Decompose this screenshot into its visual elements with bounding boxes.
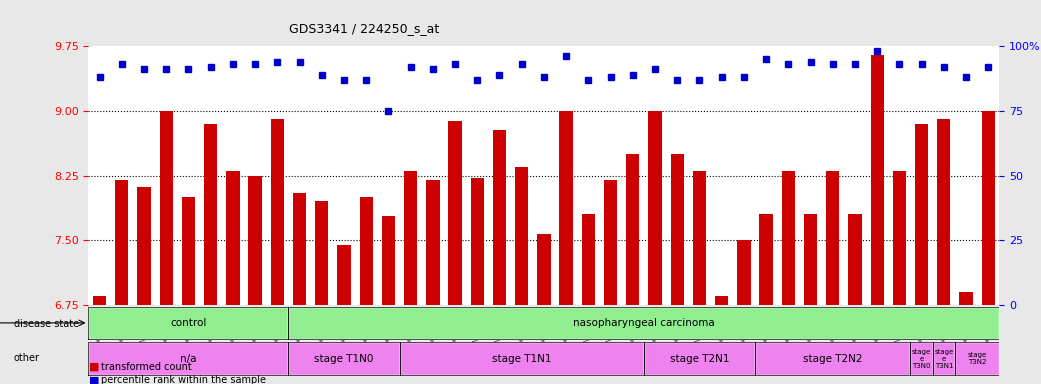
Text: stage T2N2: stage T2N2 <box>803 354 863 364</box>
FancyBboxPatch shape <box>955 343 999 374</box>
FancyBboxPatch shape <box>911 343 933 374</box>
Bar <box>404 171 417 305</box>
Bar <box>159 111 173 305</box>
Bar <box>960 292 972 305</box>
Text: stage
e
T3N1: stage e T3N1 <box>934 349 954 369</box>
FancyBboxPatch shape <box>400 343 644 374</box>
Bar <box>315 202 328 305</box>
Text: GDS3341 / 224250_s_at: GDS3341 / 224250_s_at <box>289 22 439 35</box>
Bar <box>249 175 261 305</box>
FancyBboxPatch shape <box>288 343 400 374</box>
Bar <box>426 180 439 305</box>
Bar <box>715 296 729 305</box>
Bar <box>449 121 462 305</box>
Bar <box>782 171 795 305</box>
Bar <box>804 214 817 305</box>
Text: ■: ■ <box>88 362 99 372</box>
Bar <box>471 178 484 305</box>
FancyBboxPatch shape <box>933 343 955 374</box>
Text: stage T1N0: stage T1N0 <box>314 354 374 364</box>
Bar <box>848 214 862 305</box>
Bar <box>359 197 373 305</box>
Bar <box>116 180 128 305</box>
Bar <box>982 111 995 305</box>
Text: n/a: n/a <box>180 354 197 364</box>
Text: transformed count: transformed count <box>101 362 192 372</box>
Bar <box>337 245 351 305</box>
FancyBboxPatch shape <box>88 343 288 374</box>
Bar <box>626 154 639 305</box>
Bar <box>915 124 929 305</box>
Text: other: other <box>14 353 40 363</box>
Bar <box>382 216 396 305</box>
Bar <box>649 111 662 305</box>
Bar <box>271 119 284 305</box>
Bar <box>226 171 239 305</box>
Bar <box>737 240 751 305</box>
FancyBboxPatch shape <box>288 307 999 339</box>
Bar <box>582 214 595 305</box>
Bar <box>182 197 195 305</box>
Text: percentile rank within the sample: percentile rank within the sample <box>101 375 266 384</box>
Text: nasopharyngeal carcinoma: nasopharyngeal carcinoma <box>573 318 715 328</box>
Bar <box>492 130 506 305</box>
Bar <box>93 296 106 305</box>
Bar <box>537 234 551 305</box>
Bar <box>692 171 706 305</box>
Text: disease state: disease state <box>14 319 79 329</box>
Bar <box>827 171 839 305</box>
Text: stage
T3N2: stage T3N2 <box>967 352 987 365</box>
Bar <box>515 167 529 305</box>
Bar <box>204 124 218 305</box>
Text: stage T2N1: stage T2N1 <box>669 354 729 364</box>
Text: control: control <box>171 318 207 328</box>
Bar <box>137 187 151 305</box>
Text: stage T1N1: stage T1N1 <box>492 354 552 364</box>
FancyBboxPatch shape <box>755 343 911 374</box>
FancyBboxPatch shape <box>644 343 755 374</box>
Text: ■: ■ <box>88 375 99 384</box>
FancyBboxPatch shape <box>88 307 288 339</box>
Bar <box>559 111 573 305</box>
Bar <box>670 154 684 305</box>
Bar <box>760 214 772 305</box>
Text: stage
e
T3N0: stage e T3N0 <box>912 349 932 369</box>
Bar <box>870 55 884 305</box>
Bar <box>937 119 950 305</box>
Bar <box>893 171 906 305</box>
Bar <box>293 193 306 305</box>
Bar <box>604 180 617 305</box>
